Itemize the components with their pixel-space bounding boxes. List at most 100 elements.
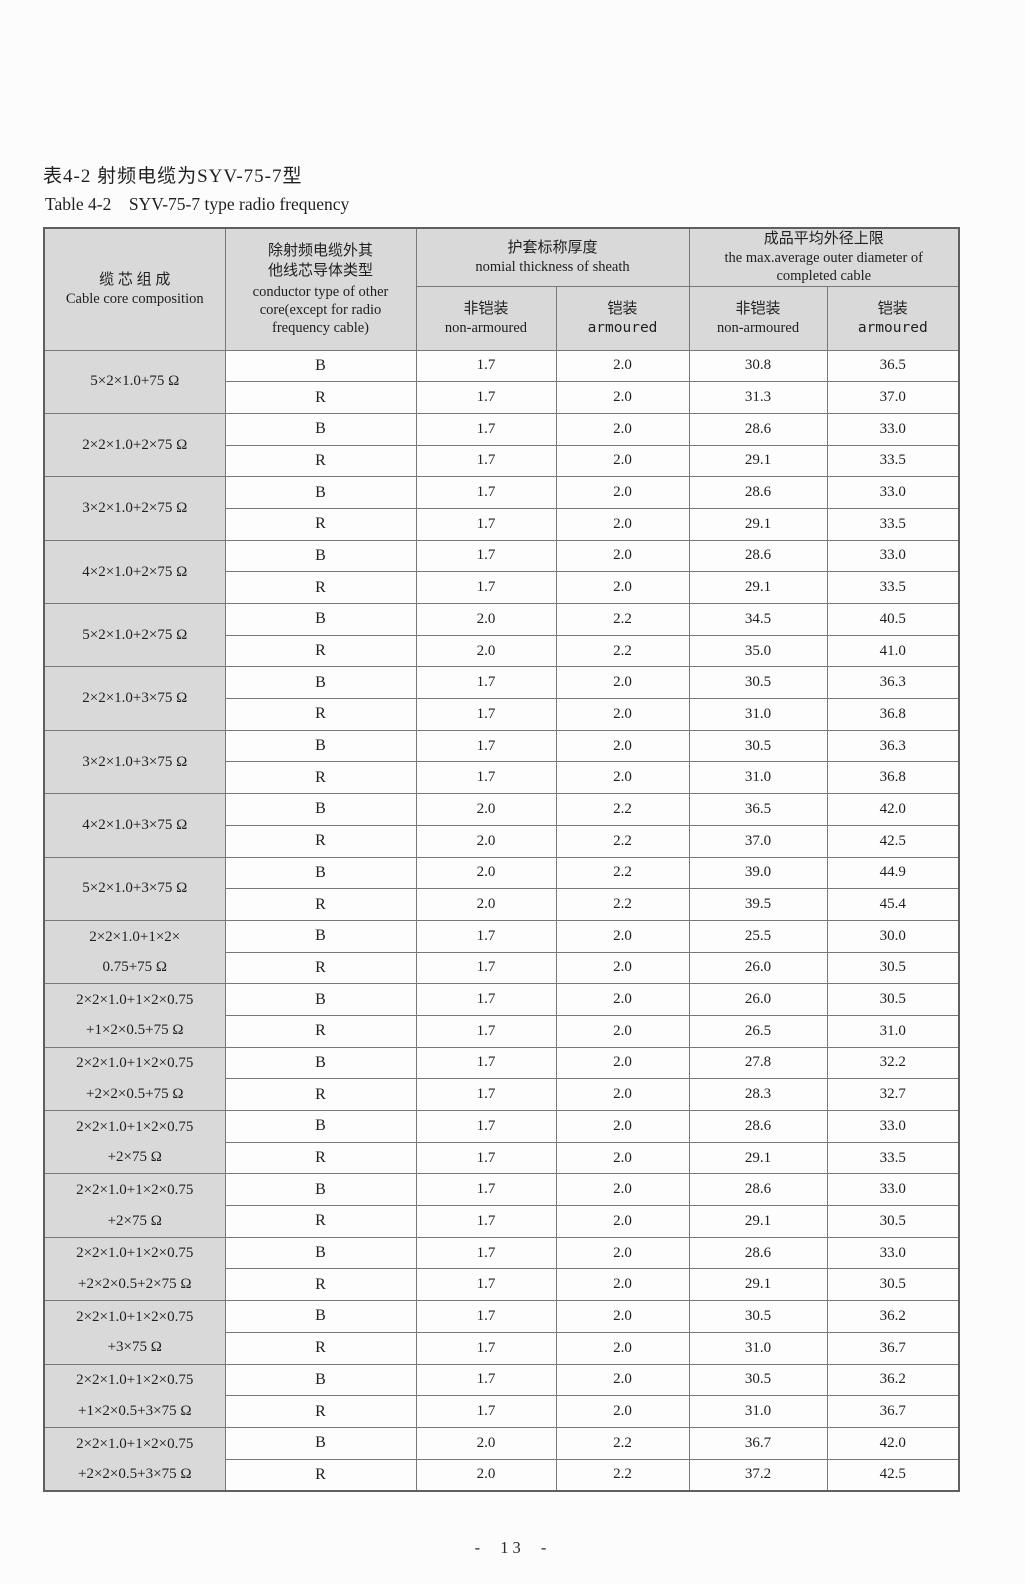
cable-composition-cell: 2×2×1.0+1×2×0.75 +2×2×0.5+75 Ω [43,1046,226,1112]
spec-table: 缆 芯 组 成 Cable core composition 除射频电缆外其 他… [43,227,961,1493]
value-cell: 26.0 [688,983,828,1016]
value-cell: 30.0 [826,919,960,953]
value-cell: 33.0 [826,539,960,573]
value-cell: 34.5 [688,603,828,636]
value-cell: 42.5 [826,824,960,858]
value-cell: 2.0 [555,1331,690,1365]
conductor-type-cell: B [224,983,417,1016]
cable-composition-cell: 2×2×1.0+1×2×0.75 +1×2×0.5+75 Ω [43,983,226,1048]
value-cell: 2.0 [555,1141,690,1175]
value-cell: 2.0 [415,603,557,636]
value-cell: 2.0 [555,1110,690,1143]
table-row: 2×2×1.0+1×2×0.75 +3×75 Ω B 1.7 2.0 30.5 36.2 [43,1300,960,1365]
subheader-zh: 非铠装 [463,301,509,317]
value-cell: 2.0 [415,1426,557,1460]
cable-composition-cell: 3×2×1.0+3×75 Ω [43,729,226,795]
value-cell: 29.1 [688,1205,828,1238]
table-title-zh: 表4-2 射频电缆为SYV-75-7型 [43,166,303,187]
value-cell: 2.2 [555,793,690,826]
subheader-en: non-armoured [444,320,528,336]
cable-composition-cell: 2×2×1.0+1×2×0.75 +2×2×0.5+3×75 Ω [43,1426,226,1492]
value-cell: 37.0 [826,381,960,414]
header-conductor-type-en: conductor type of other core(except for … [252,284,389,337]
table-row: R 1.7 2.0 29.1 30.5 [44,1205,960,1238]
value-cell: 30.5 [826,983,960,1016]
table-row: 2×2×1.0+1×2×0.75 +2×75 Ω B 1.7 2.0 28.6 33.0 [43,1173,960,1238]
cable-composition-cell: 2×2×1.0+1×2× 0.75+75 Ω [43,919,226,985]
value-cell: 29.1 [688,444,828,478]
value-cell: 2.0 [555,983,690,1016]
value-cell: 36.2 [826,1300,960,1333]
value-cell: 44.9 [826,856,960,890]
conductor-type-cell: R [224,1014,417,1048]
value-cell: 2.2 [555,888,690,921]
value-cell: 2.2 [555,1426,690,1460]
subheader-zh: 铠装 [877,301,908,317]
conductor-type-cell: R [224,507,417,541]
value-cell: 37.0 [688,824,828,858]
conductor-type-cell: R [224,1458,417,1492]
value-cell: 1.7 [415,1046,557,1080]
value-cell: 1.7 [415,1300,557,1333]
value-cell: 31.0 [688,761,828,795]
value-cell: 2.2 [555,634,690,668]
cable-composition-cell: 2×2×1.0+1×2×0.75 +3×75 Ω [43,1300,226,1365]
table-row: R 1.7 2.0 31.0 36.7 [44,1395,960,1428]
subheader-en: non-armoured [716,320,800,336]
table-row: 2×2×1.0+2×75 Ω B 1.7 2.0 28.6 33.0 [43,412,960,478]
value-cell: 31.0 [826,1014,960,1048]
table-row: R 1.7 2.0 29.1 33.5 [44,444,960,478]
value-cell: 25.5 [688,919,828,953]
value-cell: 28.3 [688,1078,828,1111]
conductor-type-cell: R [224,634,417,668]
value-cell: 2.0 [555,1395,690,1428]
table-row: R 1.7 2.0 29.1 33.5 [44,507,960,541]
page-number: - 13 - [474,1538,551,1557]
conductor-type-cell: R [224,1268,417,1302]
table-row: R 2.0 2.2 37.0 42.5 [44,824,960,858]
value-cell: 2.0 [415,824,557,858]
header-outer-diameter-en: the max.average outer diameter of comple… [724,250,923,285]
value-cell: 2.0 [555,698,690,731]
conductor-type-cell: R [224,1205,417,1238]
subheader-zh: 铠装 [607,301,638,317]
conductor-type-cell: R [224,824,417,858]
table-row: 4×2×1.0+3×75 Ω B 2.0 2.2 36.5 42.0 [43,793,960,858]
value-cell: 1.7 [415,1141,557,1175]
value-cell: 2.0 [555,412,690,446]
value-cell: 2.0 [555,1173,690,1207]
header-conductor-type: 除射频电缆外其 他线芯导体类型 conductor type of other … [224,227,417,351]
table-row: 5×2×1.0+75 Ω B 1.7 2.0 30.8 36.5 [43,349,960,414]
value-cell: 30.5 [688,1300,828,1333]
conductor-type-cell: B [224,1046,417,1080]
value-cell: 31.0 [688,698,828,731]
cable-composition-cell: 4×2×1.0+3×75 Ω [43,793,226,858]
value-cell: 2.0 [555,666,690,700]
table-row: R 2.0 2.2 39.5 45.4 [44,888,960,921]
value-cell: 40.5 [826,603,960,636]
cable-composition-cell: 5×2×1.0+2×75 Ω [43,602,226,668]
value-cell: 30.5 [826,1268,960,1302]
conductor-type-cell: R [224,381,417,414]
value-cell: 2.2 [555,856,690,890]
value-cell: 2.0 [415,1458,557,1492]
table-row: R 1.7 2.0 31.3 37.0 [44,381,960,414]
header-outer-diameter: 成品平均外径上限 the max.average outer diameter … [688,227,960,287]
table-row: R 1.7 2.0 31.0 36.8 [44,761,960,795]
value-cell: 33.0 [826,1173,960,1207]
value-cell: 28.6 [688,1173,828,1207]
table-row: R 1.7 2.0 26.0 30.5 [44,951,960,985]
value-cell: 42.5 [826,1458,960,1492]
value-cell: 29.1 [688,571,828,604]
table-row: 3×2×1.0+3×75 Ω B 1.7 2.0 30.5 36.3 [43,729,960,795]
value-cell: 2.0 [555,571,690,604]
value-cell: 32.7 [826,1078,960,1111]
value-cell: 2.0 [555,1236,690,1270]
cable-composition-cell: 4×2×1.0+2×75 Ω [43,539,226,605]
subheader-en: armoured [857,320,928,336]
value-cell: 1.7 [415,919,557,953]
table-row: 2×2×1.0+3×75 Ω B 1.7 2.0 30.5 36.3 [43,666,960,731]
value-cell: 28.6 [688,1110,828,1143]
value-cell: 1.7 [415,983,557,1016]
header-conductor-type-zh2: 他线芯导体类型 [267,263,373,280]
